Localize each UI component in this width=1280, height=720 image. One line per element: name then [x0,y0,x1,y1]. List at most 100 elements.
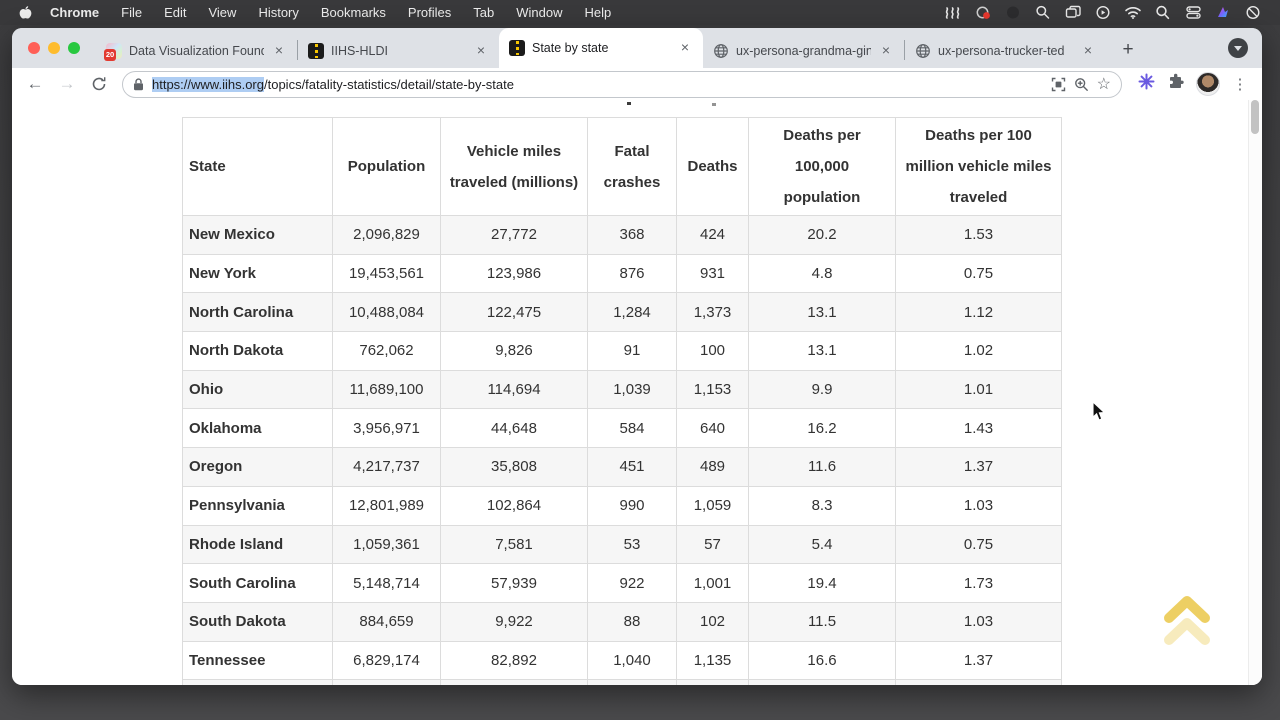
value-cell: 1,039 [587,369,677,410]
state-cell: New York [182,253,333,294]
media-color-icon[interactable] [1212,4,1234,22]
value-cell: 1.53 [895,215,1062,255]
tab-close-icon[interactable]: × [881,42,891,58]
value-cell: 1.37 [895,640,1062,681]
value-cell: 1.02 [895,331,1062,371]
address-bar[interactable]: https://www.iihs.org/topics/fatality-sta… [122,70,1122,98]
tab-data-visualization[interactable]: 20 Data Visualization Founda × [96,34,297,68]
tab-close-icon[interactable]: × [680,39,690,55]
tab-label: ux-persona-grandma-gin [736,44,871,58]
value-cell: 931 [676,253,749,294]
value-cell: 489 [676,447,749,487]
apple-menu-icon[interactable] [18,5,33,21]
value-cell: 5.4 [748,524,896,565]
bookmark-star-icon[interactable]: ☆ [1096,76,1111,93]
zoom-in-icon[interactable] [1074,77,1089,92]
menu-item-tab[interactable]: Tab [473,5,495,20]
value-cell: 1.37 [895,447,1062,487]
value-cell: 1,059,361 [332,524,441,565]
value-cell: 1.12 [895,292,1062,333]
value-cell: 13.1 [748,292,896,333]
value-cell: 122,475 [440,292,588,333]
control-center-icon[interactable] [1182,4,1204,22]
extension-asterisk-icon[interactable] [1138,73,1155,95]
state-cell: South Carolina [182,563,333,603]
lock-icon[interactable] [133,77,144,91]
tab-iihs-hldi[interactable]: IIHS-HLDI × [298,34,499,68]
windows-stack-icon[interactable] [1062,4,1084,22]
screenshot-frame-icon[interactable] [1051,77,1066,92]
table-row: North Carolina 10,488,084 122,475 1,284 1,37… [182,292,1062,333]
scrollbar-track[interactable] [1248,100,1262,685]
value-cell: 4,217,737 [332,447,441,487]
value-cell: 2,096,829 [332,215,441,255]
new-tab-button[interactable]: + [1122,39,1134,60]
zoom-magnifier-icon[interactable] [1032,4,1054,22]
reload-button[interactable] [86,71,112,97]
value-cell: 4.8 [748,253,896,294]
tab-label: State by state [532,41,609,55]
macos-menu-bar: Chrome File Edit View History Bookmarks Profi… [0,0,1280,25]
value-cell: 19,453,561 [332,253,441,294]
fullscreen-window-button[interactable] [68,42,80,54]
tab-search-menu-button[interactable] [1228,38,1248,58]
menu-item-history[interactable]: History [258,5,299,20]
do-not-disturb-icon[interactable] [1242,4,1264,22]
minimize-window-button[interactable] [48,42,60,54]
table-row: Ohio 11,689,100 114,694 1,039 1,153 9.9 1.01 [182,369,1062,410]
value-cell: 102,864 [440,485,588,526]
forward-button[interactable]: → [58,74,76,93]
url-rest-text: /topics/fatality-statistics/detail/state… [264,76,514,92]
recording-red-dot-icon[interactable] [972,4,994,22]
tab-close-icon[interactable]: × [476,42,486,58]
menubar-status-icons [942,4,1280,22]
menu-item-profiles[interactable]: Profiles [407,5,452,20]
state-cell: Tennessee [182,640,333,681]
tab-close-icon[interactable]: × [274,42,284,58]
value-cell: 1,059 [676,485,749,526]
value-cell: 13.1 [748,331,896,371]
value-cell: 35,808 [440,447,588,487]
menu-item-bookmarks[interactable]: Bookmarks [320,5,386,20]
scrollbar-thumb[interactable] [1251,100,1259,134]
scroll-to-top-button[interactable] [1160,588,1214,654]
value-cell: 876 [587,253,677,294]
table-header-row: State Population Vehicle miles traveled … [182,117,1062,216]
window-controls [12,28,96,68]
spotlight-search-icon[interactable] [1152,4,1174,22]
value-cell: 82,892 [440,640,588,681]
tab-divider [297,40,298,60]
dim-circle-icon[interactable] [1002,4,1024,22]
menu-item-window[interactable]: Window [516,5,563,20]
table-row: Rhode Island 1,059,361 7,581 53 57 5.4 0.75 [182,524,1062,565]
state-cell: North Carolina [182,292,333,333]
menu-item-file[interactable]: File [121,5,143,20]
state-cell: Rhode Island [182,524,333,565]
tab-close-icon[interactable]: × [1083,42,1093,58]
state-cell: Ohio [182,369,333,410]
extension-cluster: ⋮ [1132,72,1252,96]
back-button[interactable]: ← [26,74,44,93]
table-row: South Carolina 5,148,714 57,939 922 1,001 19.… [182,563,1062,603]
waves-icon[interactable] [942,4,964,22]
extensions-puzzle-icon[interactable] [1167,73,1184,95]
tab-ux-persona-trucker[interactable]: ux-persona-trucker-ted × [905,34,1106,68]
menu-item-help[interactable]: Help [584,5,612,20]
table-row: South Dakota 884,659 9,922 88 102 11.5 1.03 [182,601,1062,642]
course-favicon-icon: 20 [104,43,122,61]
tab-state-by-state[interactable]: State by state × [499,28,703,68]
wifi-icon[interactable] [1122,4,1144,22]
chrome-menu-icon[interactable]: ⋮ [1232,76,1248,93]
value-cell: 12,801,989 [332,485,441,526]
menu-item-chrome[interactable]: Chrome [50,5,100,20]
menu-item-view[interactable]: View [208,5,237,20]
profile-avatar[interactable] [1196,72,1220,96]
value-cell: 1.03 [895,601,1062,642]
mouse-cursor [1092,400,1107,427]
tab-ux-persona-grandma[interactable]: ux-persona-grandma-gin × [703,34,904,68]
tab-label: IIHS-HLDI [331,44,388,58]
play-circle-icon[interactable] [1092,4,1114,22]
close-window-button[interactable] [28,42,40,54]
value-cell: 88 [587,601,677,642]
menu-item-edit[interactable]: Edit [164,5,187,20]
